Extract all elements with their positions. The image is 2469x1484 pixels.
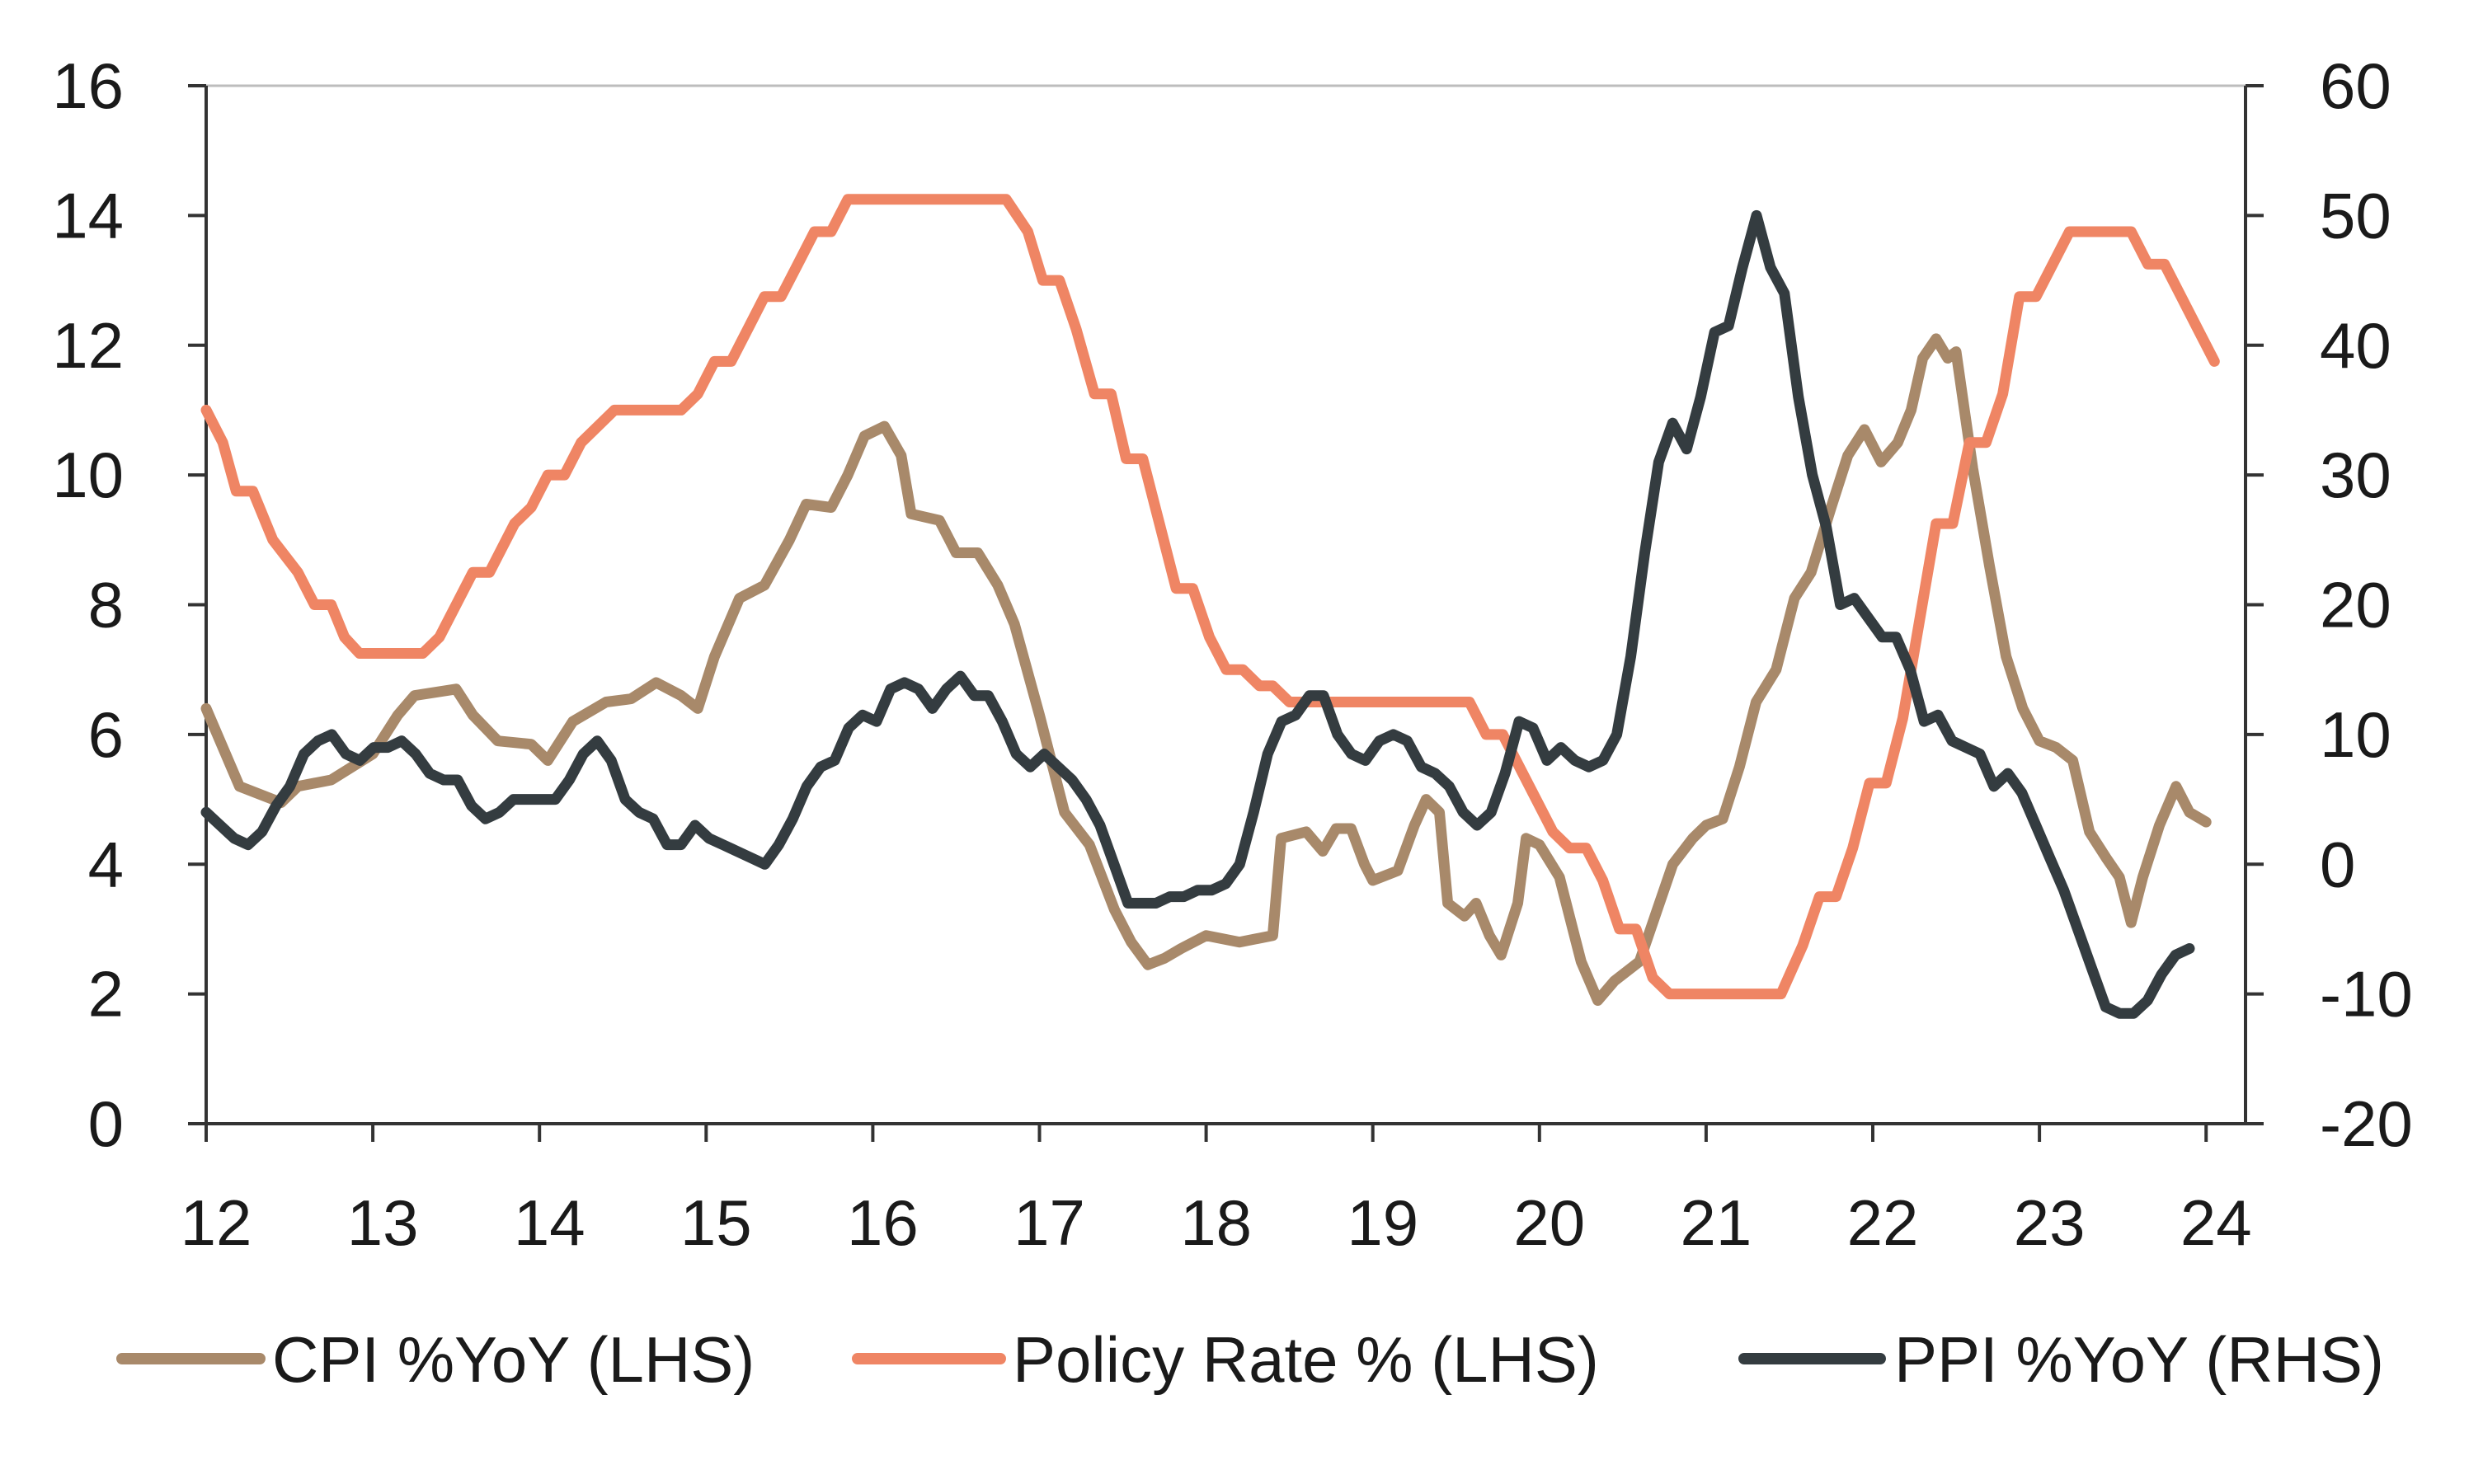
series-line-cpi [200, 333, 2212, 1006]
x-tick-label: 17 [1013, 1186, 1085, 1259]
x-tick-label: 21 [1681, 1186, 1752, 1259]
series-line-ppi [200, 209, 2195, 1019]
series-line-policy-rate [200, 194, 2220, 1000]
right-tick-label: 40 [2320, 309, 2391, 382]
x-tick-label: 24 [2180, 1186, 2252, 1259]
left-tick-label: 2 [88, 958, 124, 1031]
right-tick-label: -20 [2320, 1087, 2413, 1160]
right-tick-label: 60 [2320, 49, 2391, 122]
x-tick-label: 14 [514, 1186, 586, 1259]
legend-label: CPI %YoY (LHS) [272, 1323, 755, 1396]
left-tick-label: 0 [88, 1087, 124, 1160]
x-tick-label: 12 [181, 1186, 252, 1259]
x-tick-label: 18 [1180, 1186, 1252, 1259]
plot-frame [205, 84, 2247, 1125]
x-tick-label: 23 [2014, 1186, 2086, 1259]
x-tick-label: 16 [847, 1186, 919, 1259]
series-layer [200, 194, 2220, 1019]
right-tick-label: 50 [2320, 179, 2391, 251]
left-tick-label: 8 [88, 569, 124, 641]
legend-label: Policy Rate % (LHS) [1013, 1323, 1599, 1396]
x-tick-label: 13 [347, 1186, 419, 1259]
left-tick-label: 16 [52, 49, 124, 122]
right-tick-label: 30 [2320, 439, 2391, 511]
x-tick-label: 22 [1847, 1186, 1919, 1259]
right-tick-label: 20 [2320, 569, 2391, 641]
right-tick-label: 0 [2320, 828, 2355, 900]
x-tick-label: 20 [1513, 1186, 1585, 1259]
left-axis: 0 2 4 6 8 10 12 14 16 [52, 49, 206, 1160]
x-tick-label: 19 [1347, 1186, 1418, 1259]
left-tick-label: 10 [52, 439, 124, 511]
legend: CPI %YoY (LHS) Policy Rate % (LHS) PPI %Yo… [116, 1323, 2384, 1396]
left-tick-label: 14 [52, 179, 124, 251]
right-tick-label: -10 [2320, 958, 2413, 1031]
left-tick-label: 12 [52, 309, 124, 382]
left-tick-label: 4 [88, 828, 124, 900]
left-tick-label: 6 [88, 698, 124, 771]
x-tick-label: 15 [680, 1186, 752, 1259]
right-tick-label: 10 [2320, 698, 2391, 771]
legend-label: PPI %YoY (RHS) [1894, 1323, 2384, 1396]
x-axis: 12 13 14 15 16 17 18 19 20 21 22 23 24 [181, 1124, 2252, 1259]
right-axis: -20 -10 0 10 20 30 40 50 60 [2246, 49, 2413, 1160]
